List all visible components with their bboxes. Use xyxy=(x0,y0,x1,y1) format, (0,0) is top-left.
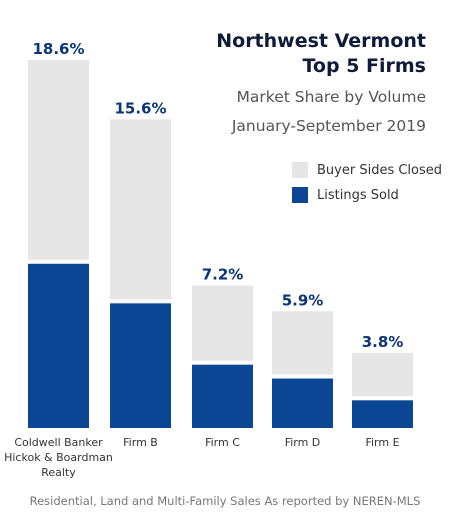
bar-listings-sold-2 xyxy=(110,303,171,428)
chart-title-line2: Top 5 Firms xyxy=(302,55,426,77)
category-label-line: Realty xyxy=(41,466,76,479)
data-label-total-4: 5.9% xyxy=(282,291,324,309)
bar-buyer-sides-3 xyxy=(192,285,253,361)
category-label-line: Firm E xyxy=(365,436,399,449)
category-label-line: Hickok & Boardman xyxy=(4,451,113,464)
legend-swatch-buyer-sides xyxy=(292,162,308,178)
legend-item-listings-sold: Listings Sold xyxy=(292,184,399,206)
category-label-1: Coldwell Banker Hickok & Boardman Realty xyxy=(4,436,113,479)
chart-subtitle: Market Share by Volume xyxy=(236,88,426,106)
category-label-5: Firm E xyxy=(365,436,399,449)
bar-listings-sold-3 xyxy=(192,364,253,428)
category-label-line: Firm D xyxy=(285,436,321,449)
bar-buyer-sides-1 xyxy=(28,60,89,260)
category-label-4: Firm D xyxy=(285,436,321,449)
legend-label-listings-sold: Listings Sold xyxy=(317,187,399,203)
bar-listings-sold-1 xyxy=(28,263,89,428)
data-label-total-1: 18.6% xyxy=(32,40,84,58)
data-label-total-3: 7.2% xyxy=(202,266,244,284)
bar-listings-sold-4 xyxy=(272,378,333,428)
bar-listings-sold-5 xyxy=(352,400,413,428)
category-label-line: Firm C xyxy=(205,436,240,449)
category-label-line: Firm B xyxy=(123,436,158,449)
chart-period: January-September 2019 xyxy=(231,117,426,135)
legend-item-buyer-sides: Buyer Sides Closed xyxy=(292,159,442,181)
data-label-total-5: 3.8% xyxy=(362,333,404,351)
data-label-total-2: 15.6% xyxy=(114,99,166,117)
category-label-line: Coldwell Banker xyxy=(14,436,103,449)
bar-buyer-sides-2 xyxy=(110,119,171,300)
legend-swatch-listings-sold xyxy=(292,187,308,203)
chart-title: Northwest Vermont xyxy=(216,30,426,52)
bar-buyer-sides-5 xyxy=(352,352,413,397)
category-label-2: Firm B xyxy=(123,436,158,449)
bar-buyer-sides-4 xyxy=(272,311,333,375)
legend-label-buyer-sides: Buyer Sides Closed xyxy=(317,162,443,178)
footnote: Residential, Land and Multi-Family Sales… xyxy=(29,494,421,508)
category-label-3: Firm C xyxy=(205,436,240,449)
